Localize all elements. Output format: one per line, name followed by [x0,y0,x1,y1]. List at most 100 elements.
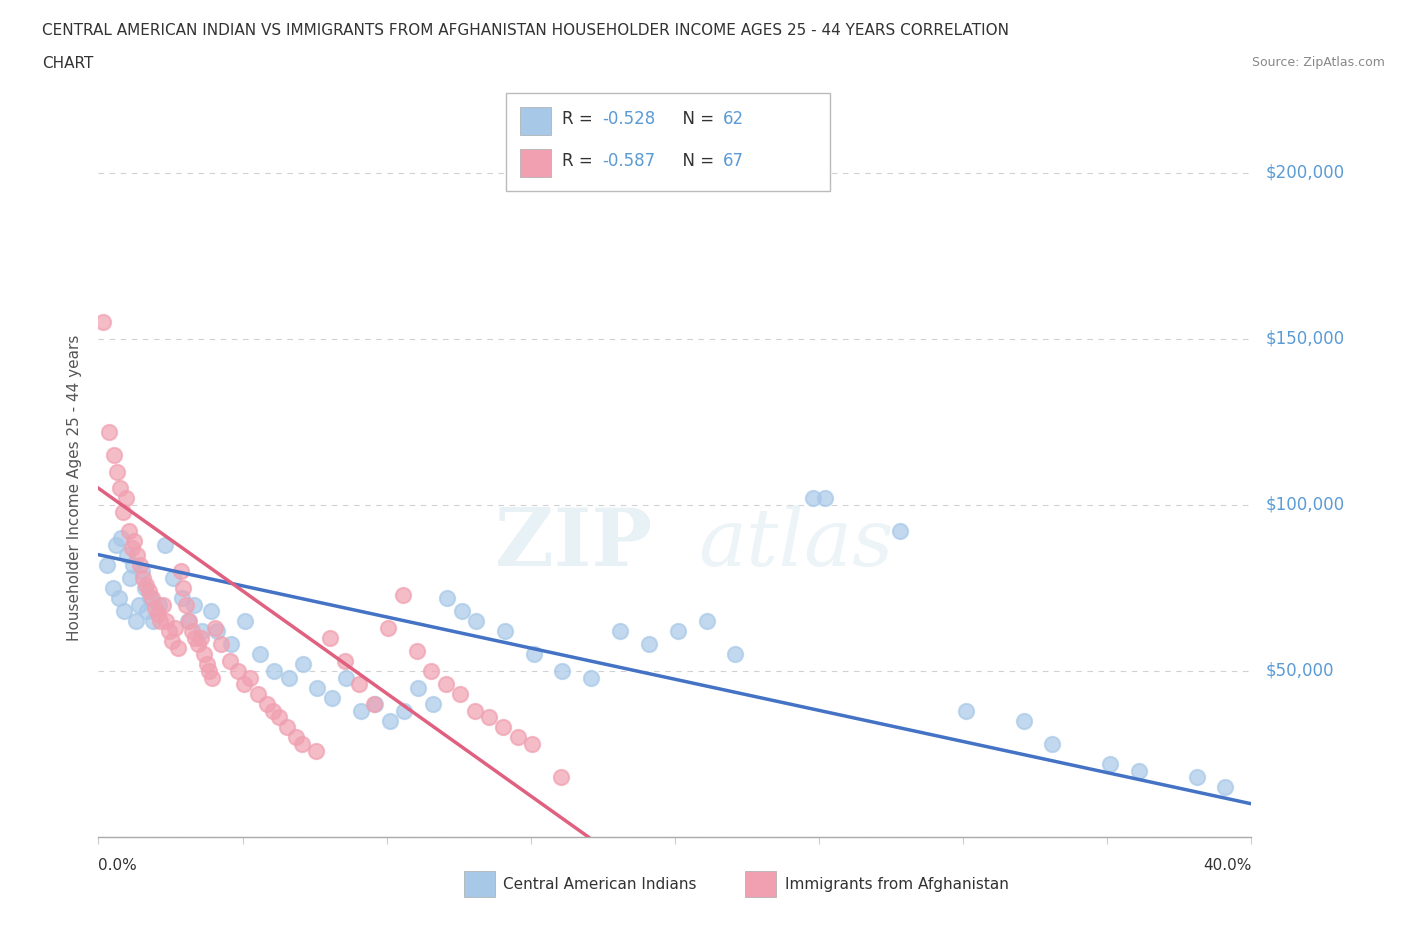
Point [436,591,458,605]
Point [101,580,124,595]
Text: Immigrants from Afghanistan: Immigrants from Afghanistan [785,877,1008,892]
Point [141,591,163,605]
Point [406,644,429,658]
Point [191,624,214,639]
Point [1012,713,1035,728]
Point [247,686,270,701]
Point [408,680,430,695]
Point [333,654,356,669]
Text: 67: 67 [723,152,744,170]
Point [1128,764,1150,778]
Point [127,547,149,562]
Point [108,481,131,496]
Point [181,624,204,639]
Point [551,663,574,678]
Point [111,504,134,519]
Point [364,697,387,711]
Point [138,584,160,599]
Text: Central American Indians: Central American Indians [503,877,697,892]
Point [506,730,529,745]
Point [219,637,242,652]
Point [550,770,572,785]
Point [135,578,157,592]
Point [187,637,209,652]
Point [136,604,159,618]
Point [307,680,329,695]
Point [724,647,747,662]
Point [152,597,174,612]
Point [139,591,162,605]
Point [96,557,118,572]
Point [142,614,165,629]
Point [239,671,262,685]
Point [666,624,689,639]
Point [263,663,285,678]
Point [176,597,198,612]
Point [494,624,516,639]
Point [801,491,824,506]
Text: 62: 62 [723,110,744,128]
Text: N =: N = [672,110,720,128]
Point [204,620,226,635]
Point [200,604,222,618]
Text: 40.0%: 40.0% [1204,857,1251,872]
Point [148,597,170,612]
Point [291,737,314,751]
Point [179,614,201,629]
Point [153,538,176,552]
Point [1185,770,1208,785]
Text: CHART: CHART [42,56,94,71]
Point [218,654,240,669]
Point [195,657,218,671]
Point [889,524,911,538]
Point [146,607,169,622]
Point [335,671,357,685]
Point [129,557,152,572]
Point [450,604,472,618]
Point [434,677,457,692]
Text: Source: ZipAtlas.com: Source: ZipAtlas.com [1251,56,1385,69]
Point [193,647,215,662]
Text: -0.587: -0.587 [602,152,655,170]
Point [262,703,284,718]
Text: $50,000: $50,000 [1265,662,1334,680]
Point [157,624,180,639]
Text: $150,000: $150,000 [1265,330,1344,348]
Point [118,524,141,538]
Point [1042,737,1064,751]
Point [523,647,546,662]
Point [319,631,342,645]
Point [110,531,132,546]
Point [1215,779,1237,794]
Point [128,597,150,612]
Point [284,730,307,745]
Text: N =: N = [672,152,720,170]
Point [172,580,194,595]
Point [814,491,837,506]
Point [117,547,138,562]
Text: ZIP: ZIP [495,505,652,583]
Point [97,424,120,439]
Point [276,720,298,735]
Point [184,631,207,645]
Point [91,314,114,329]
Point [249,647,271,662]
Point [162,570,184,585]
Point [177,614,200,629]
Point [233,677,256,692]
Point [256,697,278,711]
Point [696,614,718,629]
Point [349,677,371,692]
Text: -0.528: -0.528 [602,110,655,128]
Text: $100,000: $100,000 [1265,496,1344,514]
Point [478,710,501,724]
Point [169,564,191,578]
Point [235,614,257,629]
Point [131,564,153,578]
Point [120,570,142,585]
Point [1099,756,1122,771]
Point [198,663,221,678]
Text: CENTRAL AMERICAN INDIAN VS IMMIGRANTS FROM AFGHANISTAN HOUSEHOLDER INCOME AGES 2: CENTRAL AMERICAN INDIAN VS IMMIGRANTS FR… [42,23,1010,38]
Point [955,703,977,718]
Point [190,631,212,645]
